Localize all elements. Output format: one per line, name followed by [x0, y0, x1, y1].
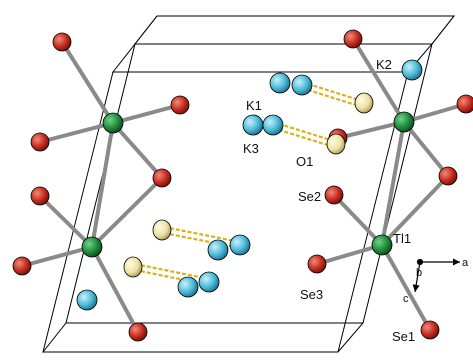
k-atom — [291, 74, 313, 96]
label-o1: O1 — [296, 154, 313, 169]
tl-atom — [102, 112, 124, 134]
label-k2: K2 — [376, 57, 392, 72]
se3-atom — [307, 254, 327, 274]
k-atom — [207, 239, 229, 261]
o-atom — [152, 219, 172, 241]
k-atom — [76, 289, 98, 311]
label-se3: Se3 — [300, 287, 323, 302]
axis-b-dot — [416, 258, 424, 266]
atoms-o — [123, 92, 374, 278]
k-atom — [177, 276, 199, 298]
k-atom — [229, 234, 251, 256]
o-atom — [123, 256, 143, 278]
cell-edge — [65, 43, 136, 324]
se-atom — [152, 168, 172, 188]
se-atom — [438, 166, 458, 186]
axis-b-label: b — [416, 267, 422, 279]
atoms-tl — [81, 111, 415, 258]
tl1-atom — [371, 234, 393, 256]
k2-atom — [401, 59, 423, 81]
cell-edge — [362, 43, 433, 324]
k-atom — [198, 271, 220, 293]
dashed-contacts — [134, 80, 363, 287]
o1-atom — [326, 133, 346, 155]
se-atom — [12, 256, 32, 276]
k1-atom — [262, 114, 284, 136]
axis-c-arrow — [412, 261, 421, 293]
k3-atom — [242, 114, 264, 136]
tl-atom — [81, 236, 103, 258]
label-tl1: Tl1 — [393, 231, 411, 246]
se-atom — [170, 95, 190, 115]
se-atom — [30, 132, 50, 152]
label-se1: Se1 — [392, 329, 415, 344]
se-atom — [30, 186, 50, 206]
se-atom — [52, 32, 72, 52]
tl-atom — [393, 111, 415, 133]
se-atom — [456, 94, 473, 114]
axis-a-label: a — [462, 257, 469, 269]
cell-top-back — [133, 15, 456, 45]
se1-atom — [420, 320, 440, 340]
se-atom — [128, 322, 148, 342]
labels: K2 K1 K3 O1 Se2 Tl1 Se3 Se1 a b c — [243, 57, 469, 344]
unit-cell — [41, 15, 456, 353]
axis-c-label: c — [403, 293, 409, 305]
label-k1: K1 — [246, 98, 262, 113]
o-atom — [354, 92, 374, 114]
label-se2: Se2 — [298, 189, 321, 204]
axes-indicator — [412, 258, 460, 293]
atoms-k — [76, 59, 423, 311]
se2-atom — [324, 185, 344, 205]
cell-front-bottom — [41, 322, 365, 353]
cell-edge — [42, 71, 114, 353]
k-atom — [269, 72, 291, 94]
bonds — [20, 37, 468, 334]
label-k3: K3 — [243, 141, 259, 156]
se-atom — [343, 29, 363, 49]
